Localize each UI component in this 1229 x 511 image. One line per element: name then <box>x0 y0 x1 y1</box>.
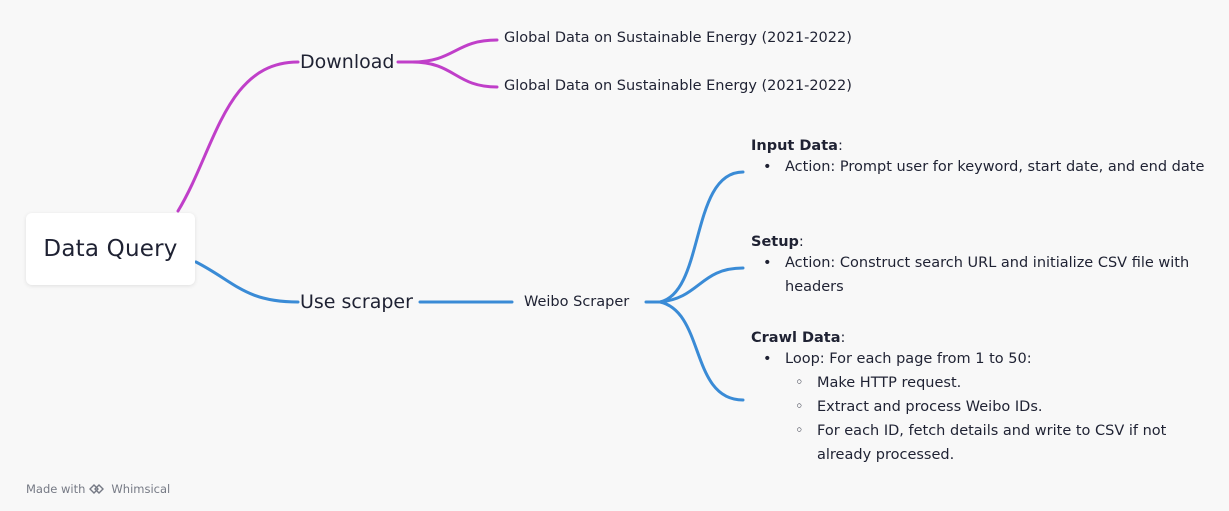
download-child-node-2[interactable]: Global Data on Sustainable Energy (2021-… <box>504 78 852 94</box>
setup-title: Setup: <box>751 234 804 250</box>
download-to-child2-connector <box>410 60 499 89</box>
crawl-data-sub-bullet-3: ◦ For each ID, fetch details and write t… <box>795 419 1211 467</box>
download-node[interactable]: Download <box>300 51 394 73</box>
root-node[interactable]: Data Query <box>26 213 195 285</box>
download-to-child1-connector <box>410 38 499 64</box>
sub-bullet-icon: ◦ <box>795 423 804 439</box>
bullet-icon: • <box>763 255 772 271</box>
download-child-label-2: Global Data on Sustainable Energy (2021-… <box>504 78 852 94</box>
crawl-data-note[interactable]: Crawl Data: • Loop: For each page from 1… <box>751 330 1211 467</box>
download-child-node-1[interactable]: Global Data on Sustainable Energy (2021-… <box>504 30 852 46</box>
root-to-scraper-connector <box>194 260 300 304</box>
whimsical-logo-icon <box>89 484 105 494</box>
download-node-label: Download <box>300 51 395 73</box>
made-with-whimsical-footer[interactable]: Made with Whimsical <box>26 482 170 496</box>
weibo-to-crawl-data-connector <box>658 300 745 402</box>
crawl-data-sub-bullet-2: ◦ Extract and process Weibo IDs. <box>795 395 1211 419</box>
made-with-label: Made with <box>26 482 86 496</box>
weibo-to-input-data-connector <box>658 170 745 304</box>
setup-bullet: • Action: Construct search URL and initi… <box>763 251 1211 299</box>
bullet-icon: • <box>763 159 772 175</box>
sub-bullet-icon: ◦ <box>795 375 804 391</box>
input-data-note[interactable]: Input Data: • Action: Prompt user for ke… <box>751 138 1211 179</box>
use-scraper-label: Use scraper <box>300 291 413 313</box>
download-child-label-1: Global Data on Sustainable Energy (2021-… <box>504 30 852 46</box>
bullet-icon: • <box>763 351 772 367</box>
root-node-label: Data Query <box>43 236 178 262</box>
input-data-bullet: • Action: Prompt user for keyword, start… <box>763 155 1211 179</box>
crawl-data-title: Crawl Data: <box>751 330 846 346</box>
crawl-data-bullet: • Loop: For each page from 1 to 50: <box>763 347 1211 371</box>
crawl-data-sub-bullet-1: ◦ Make HTTP request. <box>795 371 1211 395</box>
weibo-scraper-node[interactable]: Weibo Scraper <box>524 294 629 310</box>
setup-note[interactable]: Setup: • Action: Construct search URL an… <box>751 234 1211 299</box>
weibo-scraper-label: Weibo Scraper <box>524 294 630 310</box>
weibo-to-setup-connector <box>658 266 745 304</box>
root-to-download-connector <box>176 60 300 213</box>
input-data-title: Input Data: <box>751 138 843 154</box>
use-scraper-node[interactable]: Use scraper <box>300 291 413 313</box>
sub-bullet-icon: ◦ <box>795 399 804 415</box>
whimsical-brand-label: Whimsical <box>111 482 171 496</box>
